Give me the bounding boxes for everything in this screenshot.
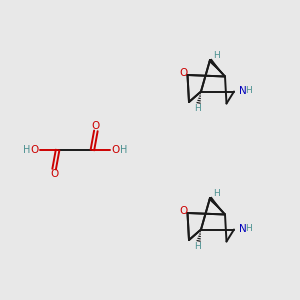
- Text: O: O: [180, 68, 188, 78]
- Text: H: H: [23, 145, 30, 155]
- Text: O: O: [92, 122, 100, 131]
- Text: H: H: [195, 242, 201, 251]
- Text: O: O: [111, 145, 119, 155]
- Text: N: N: [239, 86, 247, 96]
- Text: H: H: [195, 104, 201, 113]
- Text: O: O: [31, 145, 39, 155]
- Text: H: H: [245, 86, 252, 95]
- Text: H: H: [245, 224, 252, 233]
- Text: N: N: [239, 224, 247, 234]
- Text: H: H: [213, 189, 220, 198]
- Text: O: O: [50, 169, 58, 178]
- Text: O: O: [180, 206, 188, 216]
- Text: H: H: [120, 145, 127, 155]
- Polygon shape: [208, 58, 225, 76]
- Polygon shape: [208, 196, 225, 214]
- Text: H: H: [213, 51, 220, 60]
